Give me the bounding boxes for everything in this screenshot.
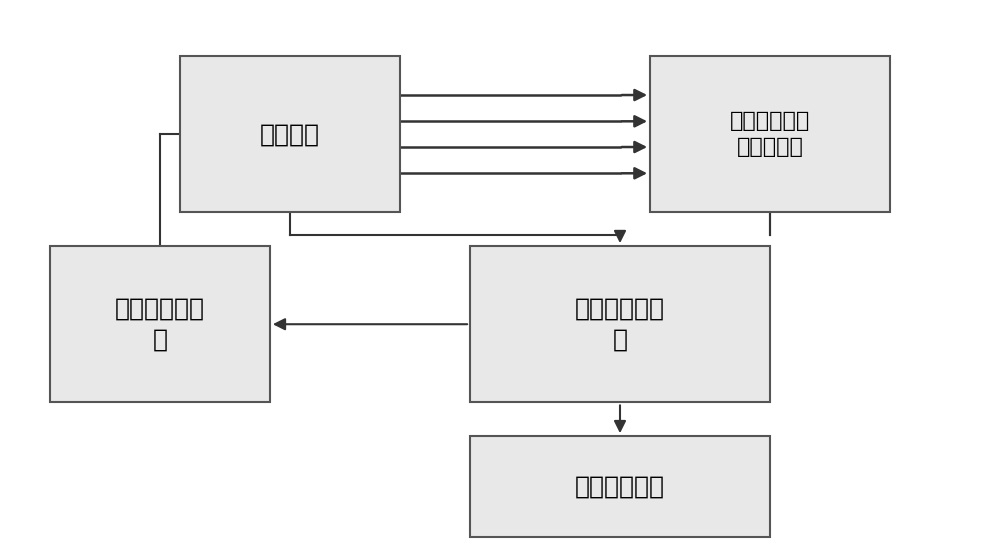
Text: 导轨及支撑机
构: 导轨及支撑机 构: [115, 296, 205, 352]
Text: 采集与控制模
块: 采集与控制模 块: [575, 296, 665, 352]
FancyBboxPatch shape: [180, 56, 400, 212]
FancyBboxPatch shape: [470, 436, 770, 537]
FancyBboxPatch shape: [470, 246, 770, 402]
Text: 点源黑体: 点源黑体: [260, 122, 320, 146]
Text: 地基红外测云
仪光机组件: 地基红外测云 仪光机组件: [730, 111, 810, 158]
FancyBboxPatch shape: [650, 56, 890, 212]
FancyBboxPatch shape: [50, 246, 270, 402]
Text: 数据处理模块: 数据处理模块: [575, 475, 665, 498]
